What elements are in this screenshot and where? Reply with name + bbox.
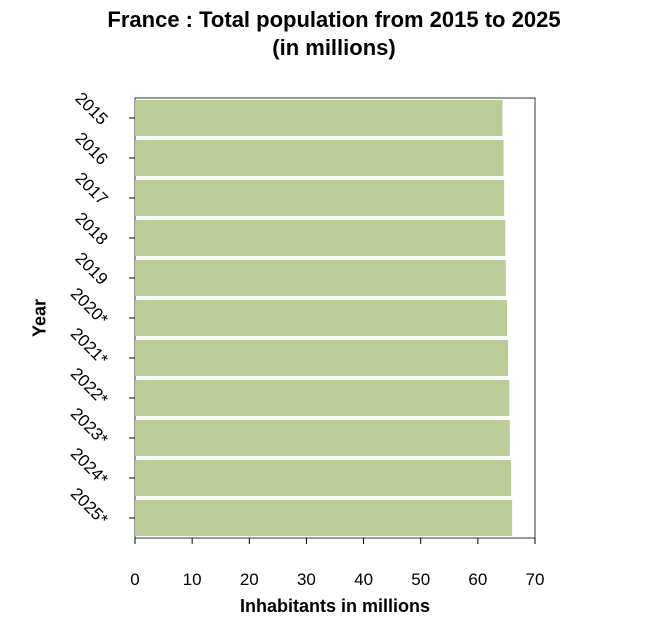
y-tick-label: 2019 xyxy=(71,249,111,289)
bar-2024-projected xyxy=(135,460,511,496)
bar-2018 xyxy=(135,220,506,256)
chart-title: France : Total population from 2015 to 2… xyxy=(0,6,668,62)
y-tick-label: 2015 xyxy=(71,89,111,129)
y-tick-label: 2023* xyxy=(67,404,112,449)
x-tick-label: 70 xyxy=(526,570,545,589)
bar-2016 xyxy=(135,140,504,176)
y-tick-label: 2017 xyxy=(71,169,111,209)
bar-2019 xyxy=(135,260,506,296)
y-tick-label: 2024* xyxy=(67,444,112,489)
x-tick-label: 40 xyxy=(354,570,373,589)
chart-title-line-2: (in millions) xyxy=(272,35,396,60)
y-tick-label: 2022* xyxy=(67,364,112,409)
x-tick-label: 60 xyxy=(468,570,487,589)
y-tick-label: 2018 xyxy=(71,209,111,249)
x-tick-label: 30 xyxy=(297,570,316,589)
x-tick-label: 50 xyxy=(411,570,430,589)
x-tick-label: 10 xyxy=(183,570,202,589)
bar-2017 xyxy=(135,180,505,216)
x-tick-label: 0 xyxy=(130,570,139,589)
y-tick-label: 2016 xyxy=(71,129,111,169)
bar-2020-projected xyxy=(135,300,507,336)
chart-title-line-1: France : Total population from 2015 to 2… xyxy=(107,7,561,32)
y-tick-label: 2021* xyxy=(67,324,112,369)
y-tick-label: 2020* xyxy=(67,284,112,329)
y-tick-label: 2025* xyxy=(67,484,112,529)
bar-2023-projected xyxy=(135,420,510,456)
bar-2015 xyxy=(135,100,503,136)
x-tick-label: 20 xyxy=(240,570,259,589)
bar-2025-projected xyxy=(135,500,513,536)
bar-2021-projected xyxy=(135,340,509,376)
y-axis-label: Year xyxy=(29,298,50,338)
x-axis-label: Inhabitants in millions xyxy=(239,596,431,616)
bar-2022-projected xyxy=(135,380,510,416)
